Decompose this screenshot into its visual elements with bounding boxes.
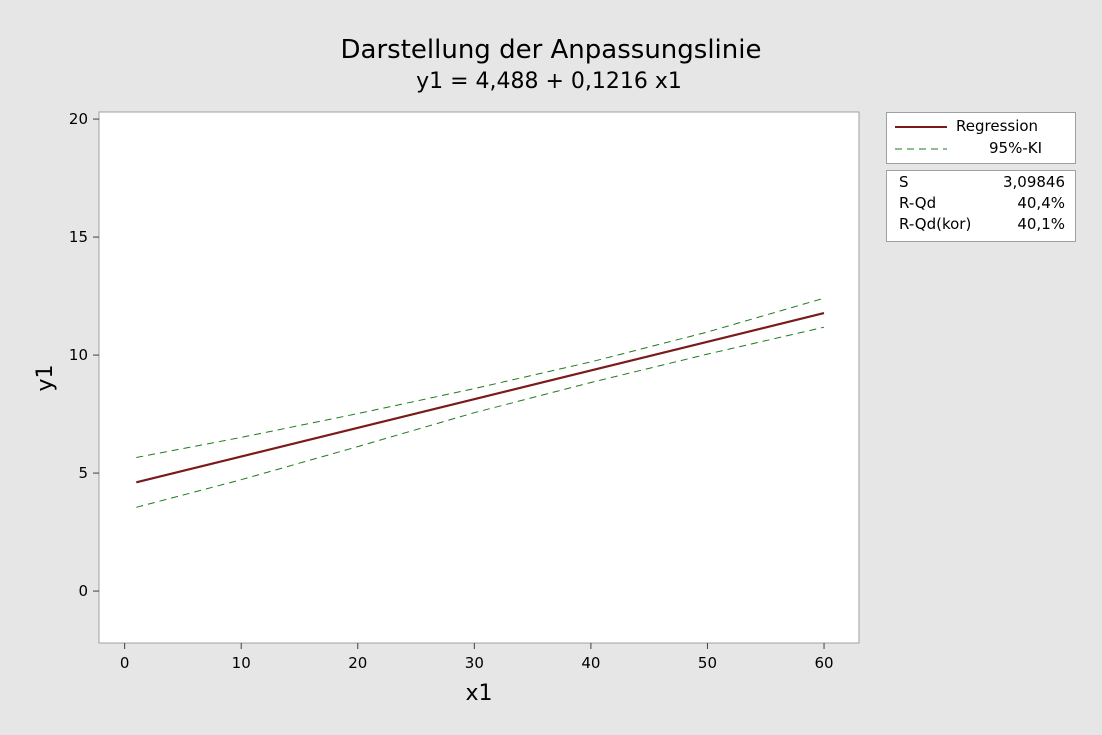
series-layer [136,297,825,508]
x-tick-label: 0 [120,654,130,672]
stat-value: 3,09846 [1002,173,1065,191]
stat-key: R-Qd(kor) [899,215,972,233]
axes: 0 10 20 30 40 50 60 0 5 10 15 20 [69,110,834,672]
chart-title: Darstellung der Anpassungslinie [341,35,762,65]
dashed-line-swatch [895,148,947,150]
legend-label: 95%-KI [989,139,1043,157]
legend: Regression 95%-KI [886,112,1076,164]
plot-area [98,111,860,644]
x-tick-label: 60 [814,654,833,672]
y-tick-label: 5 [78,464,88,482]
stat-row-s: S 3,09846 [899,173,1065,194]
x-tick-label: 10 [232,654,251,672]
legend-item-regression: Regression [887,115,1075,137]
stat-row-r-sq: R-Qd 40,4% [899,194,1065,215]
model-summary-box: S 3,09846 R-Qd 40,4% R-Qd(kor) 40,1% [886,170,1076,242]
y-tick-label: 20 [69,110,88,128]
stat-value: 40,4% [1017,194,1065,212]
stat-row-r-sq-adj: R-Qd(kor) 40,1% [899,215,1065,236]
x-tick-label: 30 [465,654,484,672]
x-tick-label: 40 [581,654,600,672]
legend-item-confidence-interval: 95%-KI [887,137,1075,159]
stat-value: 40,1% [1017,215,1065,233]
x-axis-label: x1 [465,681,492,706]
regression-line [136,312,825,484]
ci-lower-line [136,326,825,508]
chart-subtitle: y1 = 4,488 + 0,1216 x1 [416,69,682,94]
y-axis-label: y1 [33,364,58,391]
legend-label: Regression [956,117,1039,135]
y-tick-label: 0 [78,582,88,600]
stat-key: R-Qd [899,194,937,212]
solid-line-swatch [895,126,947,128]
stat-key: S [899,173,909,191]
x-tick-label: 50 [698,654,717,672]
y-tick-label: 15 [69,228,88,246]
x-tick-label: 20 [348,654,367,672]
y-tick-label: 10 [69,346,88,364]
